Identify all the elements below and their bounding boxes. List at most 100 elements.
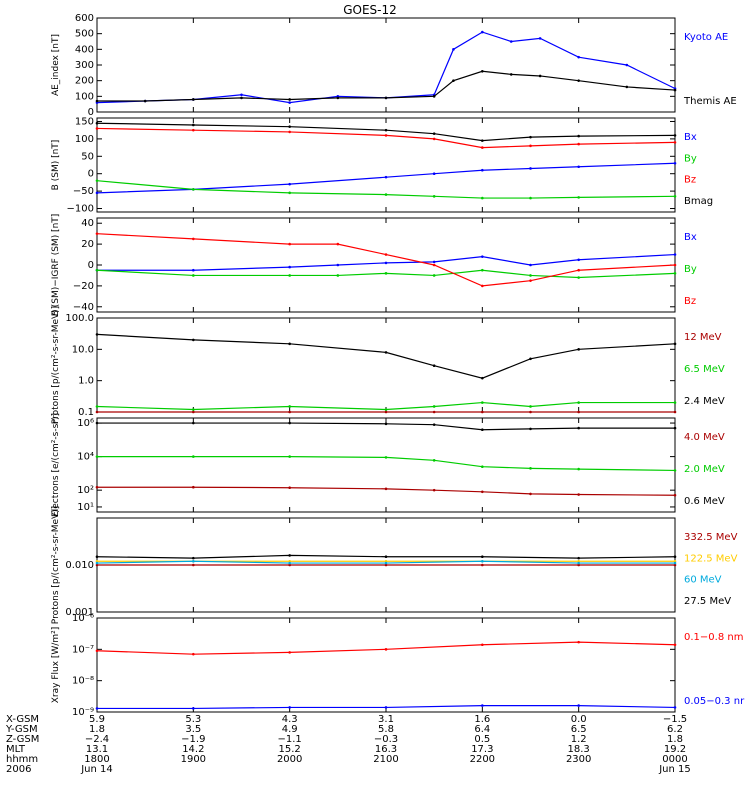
data-point xyxy=(192,408,195,411)
footer-value: 1.8 xyxy=(667,734,683,745)
data-point xyxy=(192,274,195,277)
legend-entry: Bz xyxy=(684,296,696,307)
data-point xyxy=(481,559,484,563)
data-point xyxy=(384,408,388,411)
data-point xyxy=(529,492,532,496)
data-point xyxy=(529,357,532,361)
panel-frame xyxy=(96,217,676,313)
legend-entry: 4.0 MeV xyxy=(684,432,725,443)
y-tick-label: 150 xyxy=(75,116,94,127)
data-point xyxy=(95,333,99,336)
footer-value: 2000 xyxy=(277,754,302,765)
data-point xyxy=(625,85,629,89)
footer-value: 5.3 xyxy=(185,714,201,725)
data-point xyxy=(432,459,436,462)
legend-entry: 2.0 MeV xyxy=(684,464,725,475)
data-point xyxy=(384,648,388,651)
footer-row-label: X-GSM xyxy=(6,714,39,725)
data-point xyxy=(432,260,436,264)
data-point xyxy=(577,196,580,199)
data-point xyxy=(95,561,99,565)
data-point xyxy=(384,128,388,132)
legend-entry: By xyxy=(684,153,697,164)
y-axis-label: Xray Flux [W/m²] xyxy=(51,627,61,703)
data-point xyxy=(288,182,291,186)
y-tick-label: 10¹ xyxy=(77,502,94,513)
y-axis-label: B (SM) [nT] xyxy=(51,140,61,191)
data-point xyxy=(432,195,436,198)
panel-frame xyxy=(96,117,676,213)
legend-entry: 6.5 MeV xyxy=(684,364,725,375)
data-point xyxy=(432,410,436,414)
series-line xyxy=(96,333,676,379)
data-point xyxy=(577,79,580,82)
data-point xyxy=(529,427,532,431)
y-tick-label: 400 xyxy=(75,44,94,55)
data-point xyxy=(529,167,532,170)
data-point xyxy=(481,410,484,414)
data-point xyxy=(481,268,484,272)
data-point xyxy=(95,268,99,272)
data-point xyxy=(288,561,291,565)
footer-value: 4.3 xyxy=(282,714,298,725)
footer-value: 1.2 xyxy=(571,734,587,745)
data-point xyxy=(288,559,291,563)
footer-value: 6.2 xyxy=(667,724,683,735)
data-point xyxy=(288,706,291,709)
footer-value: 17.3 xyxy=(471,744,493,755)
data-point xyxy=(432,364,436,368)
data-point xyxy=(673,141,677,144)
data-point xyxy=(288,101,291,104)
data-point xyxy=(336,96,340,100)
y-tick-label: 0.001 xyxy=(65,607,94,618)
y-tick-label: 100.0 xyxy=(65,313,94,324)
data-point xyxy=(673,342,677,346)
plot-title: GOES-12 xyxy=(343,3,397,17)
y-tick-label: 0 xyxy=(88,260,94,271)
panel-5: Electrons [e/(cm²-s-sr)] 10⁶ 10⁴ 10² 10¹ 4.0 … xyxy=(51,413,725,517)
data-point xyxy=(192,410,195,414)
data-point xyxy=(529,144,532,148)
data-point xyxy=(452,48,455,51)
legend-entry: 2.4 MeV xyxy=(684,396,725,407)
footer-value: 16.3 xyxy=(375,744,397,755)
series-line xyxy=(96,269,676,279)
data-point xyxy=(192,237,195,241)
footer-value: 3.5 xyxy=(185,724,201,735)
data-point xyxy=(625,63,629,67)
footer-value: 4.9 xyxy=(282,724,298,735)
data-point xyxy=(240,96,243,100)
y-tick-label: 500 xyxy=(75,29,94,40)
data-point xyxy=(192,188,195,191)
data-point xyxy=(481,146,484,149)
y-tick-label: −50 xyxy=(73,186,94,197)
data-point xyxy=(288,421,291,425)
data-point xyxy=(432,423,436,426)
data-point xyxy=(673,561,677,565)
y-tick-label: 10⁶ xyxy=(77,418,94,429)
data-point xyxy=(673,263,677,267)
data-point xyxy=(577,556,580,560)
data-point xyxy=(432,263,436,267)
data-point xyxy=(529,279,532,282)
data-point xyxy=(288,125,291,129)
data-point xyxy=(481,490,484,494)
data-point xyxy=(384,561,388,565)
data-point xyxy=(432,405,436,408)
data-point xyxy=(288,98,291,101)
legend-entry: Bx xyxy=(684,232,697,243)
legend-entry: Bmag xyxy=(684,196,713,207)
data-point xyxy=(673,643,677,647)
y-axis-label: B (SM)−IGRF (SM) [nT] xyxy=(51,214,61,317)
data-point xyxy=(192,338,195,342)
data-point xyxy=(288,405,291,408)
data-point xyxy=(288,242,291,246)
footer-value: 2100 xyxy=(373,754,398,765)
data-point xyxy=(673,410,677,414)
data-point xyxy=(384,555,388,559)
footer-value: −1.5 xyxy=(663,714,687,725)
data-point xyxy=(384,134,388,137)
data-point xyxy=(432,172,436,176)
data-point xyxy=(529,410,532,414)
data-point xyxy=(577,268,580,272)
